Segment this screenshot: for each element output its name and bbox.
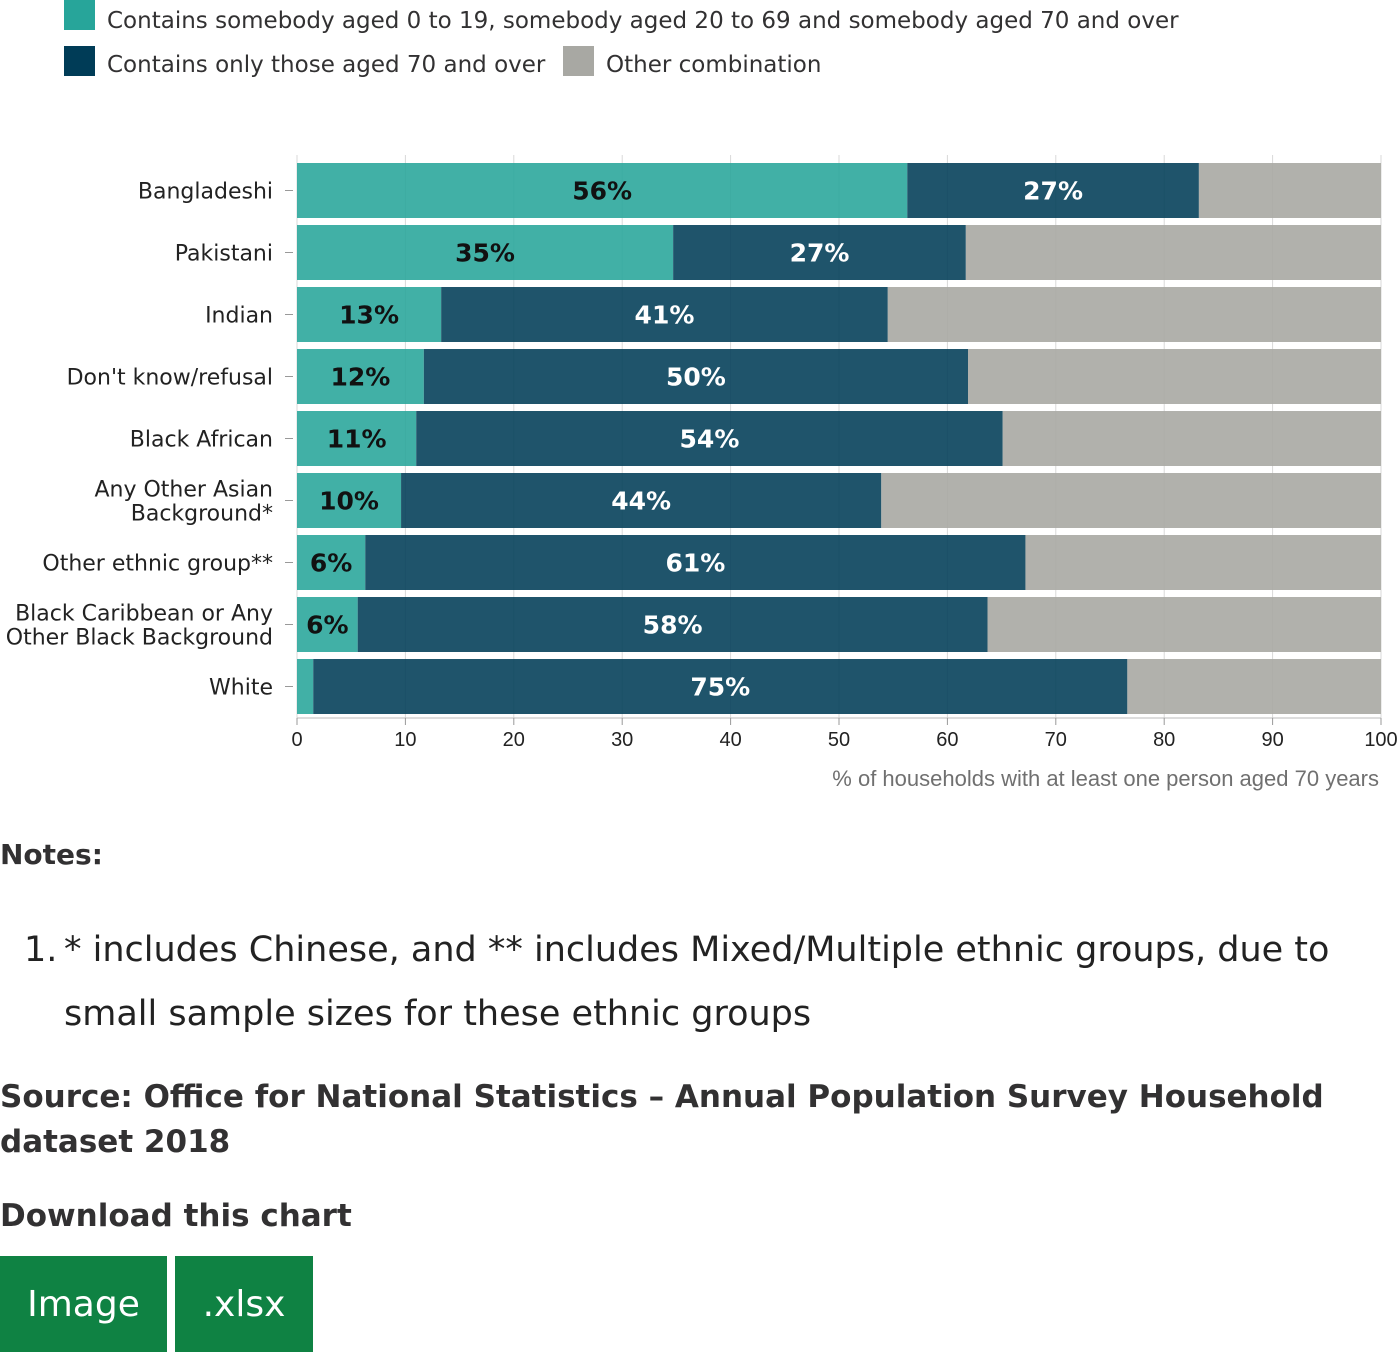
legend-label: Other combination xyxy=(606,52,822,78)
x-tick-label: 60 xyxy=(936,729,958,751)
note-number: 1. xyxy=(24,930,58,970)
category-label: Other ethnic group** xyxy=(42,552,273,577)
note-item: 1. * includes Chinese, and ** includes M… xyxy=(0,918,1400,1046)
data-label: 27% xyxy=(790,239,850,268)
category-label: Pakistani xyxy=(175,242,273,267)
x-tick-label: 90 xyxy=(1261,729,1283,751)
legend-swatch xyxy=(563,46,594,76)
x-tick-label: 100 xyxy=(1364,729,1397,751)
bar-segment xyxy=(1127,659,1381,714)
category-label: White xyxy=(209,676,273,701)
legend-label: Contains only those aged 70 and over xyxy=(107,52,546,78)
bar-segment xyxy=(441,287,888,342)
bar-segment xyxy=(423,349,968,404)
download-xlsx-button[interactable]: .xlsx xyxy=(175,1256,313,1352)
data-label: 56% xyxy=(572,177,632,206)
bar-segment xyxy=(1198,163,1381,218)
data-label: 10% xyxy=(319,487,379,516)
data-label: 44% xyxy=(611,487,671,516)
x-tick-label: 30 xyxy=(611,729,633,751)
x-tick-label: 40 xyxy=(719,729,741,751)
bar-segment xyxy=(297,411,417,466)
category-label: Other Black Background xyxy=(6,626,273,651)
x-tick-label: 50 xyxy=(828,729,850,751)
bar-segment xyxy=(313,659,1128,714)
legend-item-other: Other combination xyxy=(563,46,821,80)
data-label: 50% xyxy=(666,363,726,392)
category-label: Black Caribbean or Any xyxy=(15,602,273,627)
bar-segment xyxy=(297,535,366,590)
category-label: Background* xyxy=(131,502,273,527)
chart-legend: Contains somebody aged 0 to 19, somebody… xyxy=(64,0,1384,90)
data-label: 27% xyxy=(1023,177,1083,206)
bar-segment xyxy=(907,163,1199,218)
x-tick-label: 20 xyxy=(503,729,525,751)
data-label: 6% xyxy=(310,549,352,578)
notes-title: Notes: xyxy=(0,838,103,871)
bar-segment xyxy=(887,287,1381,342)
data-label: 11% xyxy=(327,425,387,454)
legend-item-mixed-ages: Contains somebody aged 0 to 19, somebody… xyxy=(64,0,1179,36)
bar-segment xyxy=(401,473,882,528)
stacked-bar-chart: 56% 27% Bangladeshi 35% 27% Pakistani 13% 41% In… xyxy=(6,155,1398,791)
category-label: Black African xyxy=(130,428,273,453)
data-label: 13% xyxy=(339,301,399,330)
download-image-button[interactable]: Image xyxy=(0,1256,167,1352)
notes-list: 1. * includes Chinese, and ** includes M… xyxy=(0,918,1400,1046)
bar-segment xyxy=(297,659,314,714)
category-label: Don't know/refusal xyxy=(67,366,273,391)
legend-swatch xyxy=(64,46,95,76)
x-axis-title: % of households with at least one person… xyxy=(832,766,1379,791)
bar-segment xyxy=(673,225,966,280)
download-title: Download this chart xyxy=(0,1198,352,1234)
bar-segment xyxy=(297,287,442,342)
bar-segment xyxy=(965,225,1381,280)
legend-swatch xyxy=(64,0,95,30)
data-label: 41% xyxy=(635,301,695,330)
bar-segment xyxy=(1002,411,1381,466)
data-label: 12% xyxy=(330,363,390,392)
category-label: Indian xyxy=(205,304,273,329)
bar-segment xyxy=(967,349,1381,404)
data-label: 35% xyxy=(455,239,515,268)
bar-segment xyxy=(297,163,908,218)
x-tick-label: 70 xyxy=(1045,729,1067,751)
bar-segment xyxy=(297,473,402,528)
data-label: 61% xyxy=(665,549,725,578)
bar-segment xyxy=(365,535,1026,590)
x-tick-label: 10 xyxy=(394,729,416,751)
category-label: Any Other Asian xyxy=(94,478,273,503)
bar-segment xyxy=(1025,535,1381,590)
bar-segment xyxy=(297,225,674,280)
legend-label: Contains somebody aged 0 to 19, somebody… xyxy=(107,8,1179,34)
bar-segment xyxy=(881,473,1381,528)
x-tick-label: 80 xyxy=(1153,729,1175,751)
data-label: 58% xyxy=(643,611,703,640)
bar-segment xyxy=(297,597,358,652)
legend-item-only-70-plus: Contains only those aged 70 and over xyxy=(64,46,545,80)
bar-segment xyxy=(357,597,988,652)
bar-segment xyxy=(987,597,1381,652)
x-tick-label: 0 xyxy=(291,729,302,751)
data-label: 6% xyxy=(306,611,348,640)
data-label: 75% xyxy=(690,673,750,702)
bar-segment xyxy=(416,411,1003,466)
bar-segment xyxy=(297,349,424,404)
note-text: * includes Chinese, and ** includes Mixe… xyxy=(64,930,1330,1034)
source-text: Source: Office for National Statistics –… xyxy=(0,1079,1324,1160)
category-label: Bangladeshi xyxy=(138,180,273,205)
data-label: 54% xyxy=(680,425,740,454)
